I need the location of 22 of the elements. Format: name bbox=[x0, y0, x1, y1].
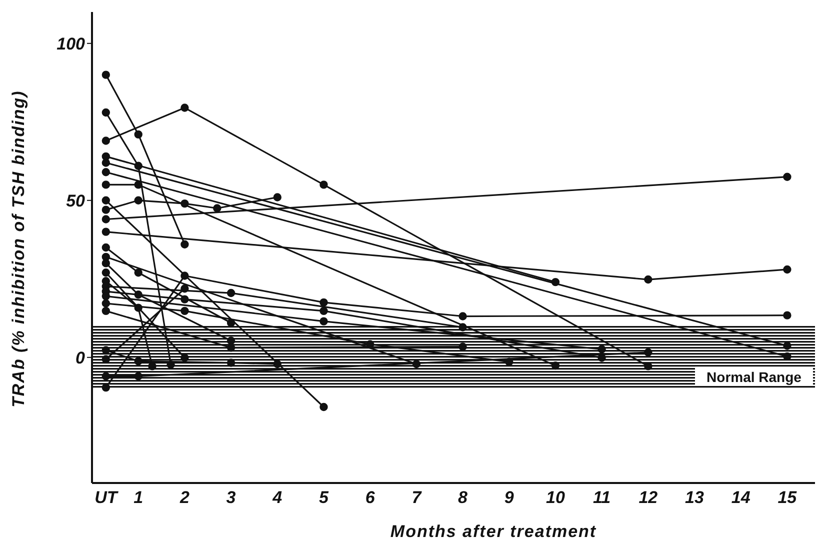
y-axis-title: TRAb (% inhibition of TSH binding) bbox=[9, 90, 28, 408]
x-tick-label: 4 bbox=[272, 488, 283, 508]
x-tick-label: 15 bbox=[778, 488, 798, 508]
x-tick-label: 3 bbox=[226, 488, 236, 508]
x-tick-label: 13 bbox=[685, 488, 704, 508]
x-tick-label: 5 bbox=[318, 488, 329, 508]
x-tick-label: UT bbox=[94, 488, 119, 508]
x-tick-label: 8 bbox=[458, 488, 468, 508]
x-tick-label: 10 bbox=[546, 488, 566, 508]
y-tick-label: 0 bbox=[76, 348, 86, 368]
x-tick-label: 9 bbox=[504, 488, 514, 508]
x-tick-label: 12 bbox=[638, 488, 658, 508]
x-tick-label: 2 bbox=[178, 488, 190, 508]
x-tick-label: 6 bbox=[365, 488, 376, 508]
x-axis-title: Months after treatment bbox=[390, 522, 597, 539]
x-tick-label: 14 bbox=[731, 488, 751, 508]
x-tick-label: 7 bbox=[412, 488, 423, 508]
x-tick-label: 11 bbox=[592, 488, 611, 508]
y-tick-label: 100 bbox=[56, 34, 86, 54]
x-tick-label: 1 bbox=[134, 488, 144, 508]
y-tick-label: 50 bbox=[66, 191, 86, 210]
band-label: Normal Range bbox=[706, 368, 802, 385]
